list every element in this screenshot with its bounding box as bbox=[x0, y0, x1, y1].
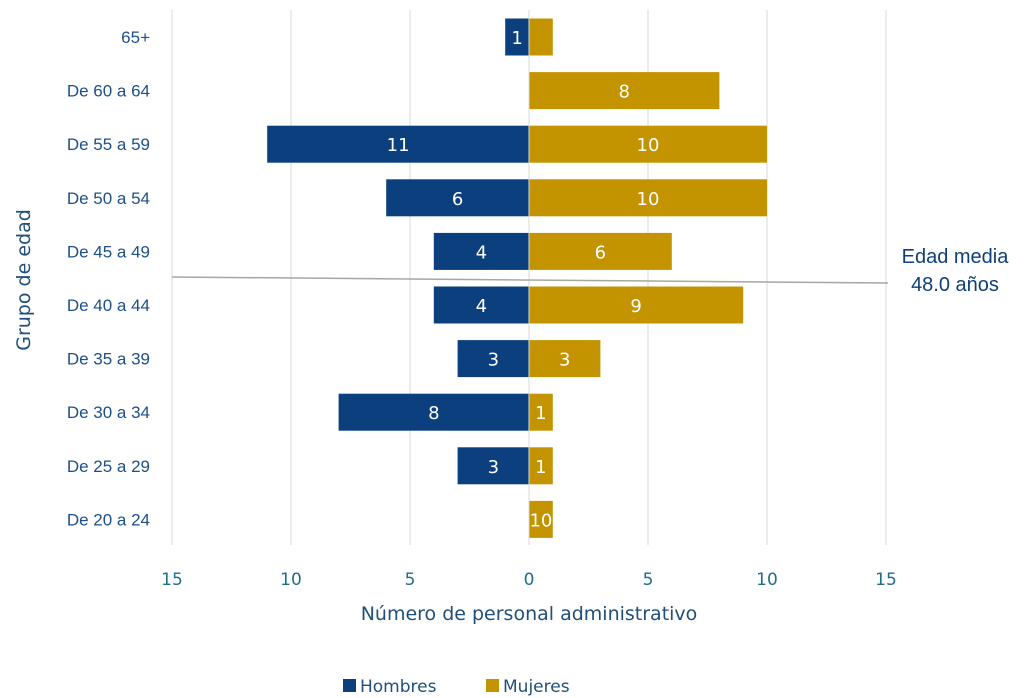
bar-label-mujeres-2: 10 bbox=[637, 135, 660, 156]
x-tick-label-5: 10 bbox=[756, 570, 778, 590]
y-tick-label-4: De 45 a 49 bbox=[67, 242, 150, 261]
mean-age-line bbox=[171, 276, 889, 284]
bar-mujeres-9 bbox=[529, 500, 553, 538]
bar-hombres-0 bbox=[505, 18, 529, 56]
x-axis-tick-labels: 15 10 5 0 5 10 15 bbox=[161, 570, 897, 590]
bar-label-hombres-5: 4 bbox=[476, 296, 487, 317]
legend-swatch-mujeres bbox=[486, 679, 499, 692]
bar-mujeres-1 bbox=[529, 72, 720, 110]
bar-label-mujeres-7: 1 bbox=[535, 403, 546, 424]
bar-hombres-4 bbox=[433, 232, 529, 270]
bar-label-mujeres-3: 10 bbox=[637, 189, 660, 210]
bar-hombres-5 bbox=[433, 286, 529, 324]
bar-label-hombres-0: 1 bbox=[511, 28, 522, 49]
y-tick-label-9: De 20 a 24 bbox=[67, 510, 150, 529]
bar-label-mujeres-9: 10 bbox=[529, 510, 552, 531]
bar-label-hombres-8: 3 bbox=[488, 457, 499, 478]
mean-age-label-line1: Edad media bbox=[902, 246, 1010, 268]
y-axis-tick-labels: 65+ De 60 a 64 De 55 a 59 De 50 a 54 De 45 a… bbox=[67, 28, 150, 529]
bar-mujeres-3 bbox=[529, 179, 767, 217]
y-tick-label-5: De 40 a 44 bbox=[67, 296, 150, 315]
bar-mujeres-2 bbox=[529, 125, 767, 163]
bars bbox=[267, 18, 767, 538]
legend: Hombres Mujeres bbox=[343, 677, 570, 697]
bar-mujeres-6 bbox=[529, 340, 601, 378]
bar-label-hombres-3: 6 bbox=[452, 189, 463, 210]
x-axis-title: Número de personal administrativo bbox=[361, 603, 698, 625]
x-tick-label-2: 5 bbox=[405, 570, 416, 590]
mean-age-label-line2: 48.0 años bbox=[911, 274, 999, 296]
legend-label-hombres: Hombres bbox=[360, 677, 437, 697]
bar-mujeres-5 bbox=[529, 286, 744, 324]
bar-mujeres-4 bbox=[529, 232, 672, 270]
bar-mujeres-8 bbox=[529, 447, 553, 485]
x-tick-label-4: 5 bbox=[643, 570, 654, 590]
x-tick-label-1: 10 bbox=[280, 570, 302, 590]
bar-label-hombres-4: 4 bbox=[476, 242, 487, 263]
bar-mujeres-7 bbox=[529, 393, 553, 431]
bar-label-mujeres-1: 8 bbox=[618, 82, 629, 103]
bar-hombres-3 bbox=[386, 179, 529, 217]
y-tick-label-8: De 25 a 29 bbox=[67, 457, 150, 476]
y-tick-label-6: De 35 a 39 bbox=[67, 350, 150, 369]
y-tick-label-3: De 50 a 54 bbox=[67, 189, 150, 208]
bar-label-mujeres-4: 6 bbox=[595, 242, 606, 263]
legend-label-mujeres: Mujeres bbox=[503, 677, 570, 697]
bar-hombres-7 bbox=[338, 393, 529, 431]
y-tick-label-0: 65+ bbox=[121, 28, 150, 47]
y-tick-label-7: De 30 a 34 bbox=[67, 403, 150, 422]
bar-label-hombres-7: 8 bbox=[428, 403, 439, 424]
bar-hombres-8 bbox=[457, 447, 529, 485]
bar-mujeres-0 bbox=[529, 18, 553, 56]
y-axis-title: Grupo de edad bbox=[13, 209, 35, 351]
bar-label-mujeres-5: 9 bbox=[630, 296, 641, 317]
bar-label-mujeres-6: 3 bbox=[559, 350, 570, 371]
legend-swatch-hombres bbox=[343, 679, 356, 692]
bar-label-hombres-6: 3 bbox=[488, 350, 499, 371]
bar-hombres-6 bbox=[457, 340, 529, 378]
x-tick-label-0: 15 bbox=[161, 570, 183, 590]
bar-hombres-2 bbox=[267, 125, 529, 163]
y-tick-label-2: De 55 a 59 bbox=[67, 135, 150, 154]
x-tick-label-3: 0 bbox=[524, 570, 535, 590]
y-tick-label-1: De 60 a 64 bbox=[67, 82, 150, 101]
bar-label-hombres-2: 11 bbox=[387, 135, 410, 156]
bar-label-mujeres-8: 1 bbox=[535, 457, 546, 478]
x-tick-label-6: 15 bbox=[875, 570, 897, 590]
